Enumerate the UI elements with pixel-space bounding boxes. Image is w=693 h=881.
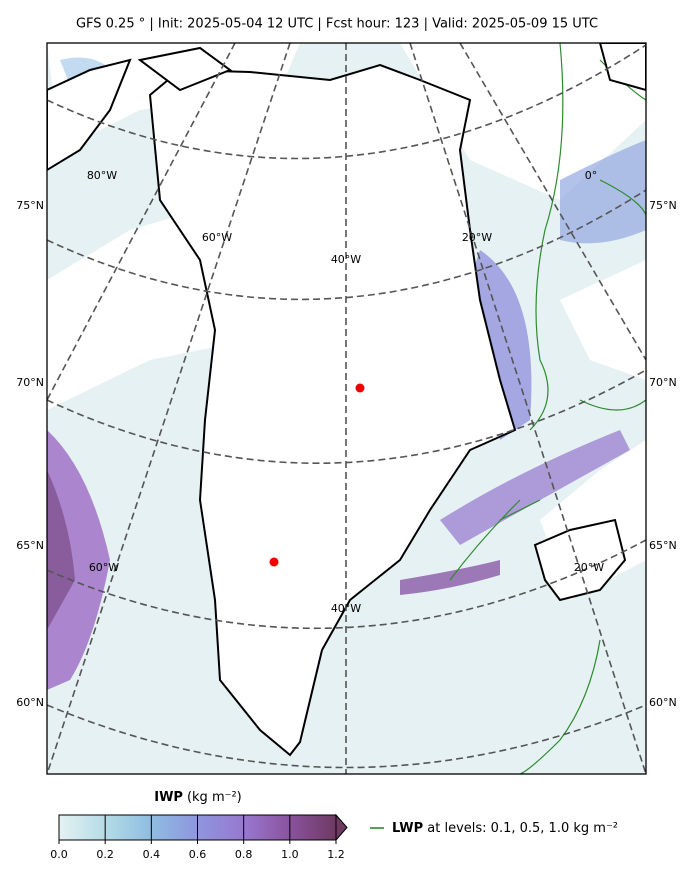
lon-label: 20°W	[462, 231, 492, 244]
legend-desc: at levels: 0.1, 0.5, 1.0 kg m⁻²	[423, 821, 618, 836]
lat-label: 70°N	[16, 376, 44, 389]
lwp-contours	[449, 43, 646, 774]
map-field	[47, 43, 646, 774]
lat-label: 75°N	[16, 199, 44, 212]
lon-label: 80°W	[87, 169, 117, 182]
colorbar-label-name: IWP	[154, 790, 183, 805]
colorbar-label-unit: (kg m⁻²)	[187, 790, 242, 805]
colorbar-tick-label: 0.6	[189, 848, 207, 861]
lon-label: 60°W	[89, 561, 119, 574]
lat-label: 65°N	[649, 539, 677, 552]
lon-label: 40°W	[331, 253, 361, 266]
lat-label: 65°N	[16, 539, 44, 552]
graticule	[47, 43, 646, 774]
colorbar-extend	[335, 813, 348, 842]
colorbar-tick-label: 0.8	[235, 848, 253, 861]
lon-label: 0°	[585, 169, 598, 182]
coastlines	[47, 43, 646, 757]
map-frame	[46, 42, 647, 775]
colorbar-tick-label: 0.0	[50, 848, 68, 861]
legend-name: LWP	[392, 821, 423, 836]
colorbar-tick-label: 0.2	[96, 848, 114, 861]
point	[355, 383, 365, 393]
lat-label: 70°N	[649, 376, 677, 389]
colorbar-tick-label: 0.4	[143, 848, 161, 861]
point	[269, 557, 279, 567]
lat-label: 75°N	[649, 199, 677, 212]
lat-label: 60°N	[649, 696, 677, 709]
lon-label: 60°W	[202, 231, 232, 244]
lon-label: 20°W	[574, 561, 604, 574]
legend-text: LWP at levels: 0.1, 0.5, 1.0 kg m⁻²	[392, 821, 618, 836]
colorbar-label: IWP (kg m⁻²)	[154, 790, 242, 805]
title: GFS 0.25 ° | Init: 2025-05-04 12 UTC | F…	[76, 17, 598, 32]
lat-label: 60°N	[16, 696, 44, 709]
colorbar-tick-label: 1.0	[281, 848, 299, 861]
lon-label: 40°W	[331, 602, 361, 615]
colorbar-tick-label: 1.2	[327, 848, 345, 861]
